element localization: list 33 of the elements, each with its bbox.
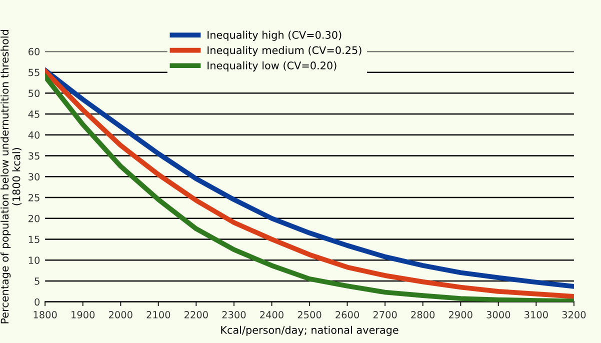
x-tick-label: 2900 [448,311,472,318]
y-tick-label: 60 [28,48,40,56]
x-tick-label: 2000 [108,311,132,318]
y-tick-label: 30 [28,173,40,180]
y-tick-label: 40 [28,131,40,139]
x-tick-label: 3000 [486,311,510,318]
x-tick-label: 3100 [524,311,548,318]
y-axis-title: Percentage of population below undernutrition threshold (1800 kcal) [0,30,22,324]
y-tick-label: 15 [28,236,40,244]
x-tick-label: 2500 [298,311,322,318]
y-tick-label: 10 [28,256,40,264]
y-tick-label: 20 [28,214,40,222]
y-tick-label: 5 [34,278,40,285]
x-tick-label: 2400 [260,311,284,318]
y-tick-label: 45 [28,110,40,118]
x-tick-label: 3200 [562,311,586,318]
legend-label: Inequality high (CV=0.30) [208,30,342,41]
y-tick-label: 0 [34,298,40,306]
legend-label: Inequality medium (CV=0.25) [208,46,362,56]
x-tick-label: 2200 [184,311,208,318]
y-tick-label: 50 [28,90,40,98]
x-tick-label: 1900 [72,311,95,318]
legend-label: Inequality low (CV=0.20) [208,61,336,72]
x-tick-label: 2100 [146,311,170,318]
y-tick-label: 25 [28,194,40,202]
x-tick-label: 2300 [222,311,246,318]
x-tick-label: 2800 [411,311,435,318]
x-tick-label: 2700 [373,311,397,318]
x-tick-label: 1800 [34,311,57,318]
x-axis-title: Kcal/person/day; national average [221,326,398,336]
y-tick-label: 35 [28,152,40,160]
y-tick-label: 55 [28,68,40,76]
x-tick-label: 2600 [336,311,360,318]
